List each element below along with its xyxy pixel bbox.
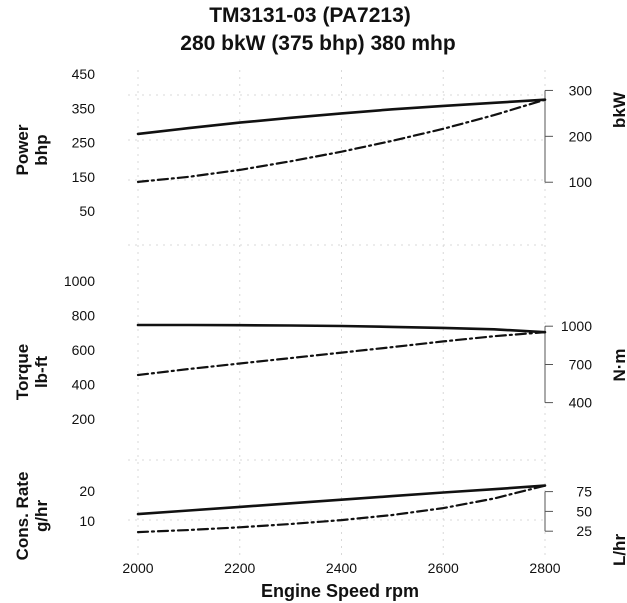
torque-ylabel-line2: lb-ft (32, 356, 51, 388)
power-left-tick-2: 250 (72, 135, 96, 151)
torque-left-tick-4: 200 (72, 411, 96, 427)
cons-left-tick-1: 10 (79, 513, 95, 529)
power-series-dashdot-line (136, 98, 547, 183)
torque-left-tick-2: 600 (72, 342, 96, 358)
x-tick-2: 2400 (326, 560, 357, 576)
power-ylabel-line2: bhp (32, 134, 51, 165)
power-right-tick-0: 300 (569, 82, 593, 98)
x-tick-1: 2200 (224, 560, 255, 576)
cons-right-tick-1: 50 (576, 503, 592, 519)
power-right-ticks: 300 200 100 (544, 82, 593, 190)
torque-left-tick-3: 400 (72, 377, 96, 393)
power-series-solid-line (136, 98, 547, 136)
torque-series (136, 323, 547, 377)
cons-series-solid-line (136, 484, 547, 516)
power-right-label: bkW (610, 91, 627, 128)
x-tick-0: 2000 (122, 560, 153, 576)
cons-right-ticks: 75 50 25 (544, 484, 592, 539)
power-series (136, 98, 547, 183)
power-left-tick-3: 150 (72, 169, 96, 185)
torque-right-tick-2: 400 (569, 395, 593, 411)
torque-right-tick-0: 1000 (561, 318, 592, 334)
torque-left-tick-0: 1000 (64, 273, 95, 289)
torque-series-dashdot-line (136, 331, 547, 377)
x-axis-label: Engine Speed rpm (261, 581, 419, 601)
power-right-tick-1: 200 (569, 128, 593, 144)
power-left-tick-0: 450 (72, 66, 96, 82)
torque-right-ticks: 1000 700 400 (544, 318, 593, 411)
chart-subtitle: 280 bkW (375 bhp) 380 mhp (180, 32, 455, 55)
torque-right-label: N·m (610, 348, 627, 381)
power-left-tick-4: 50 (79, 203, 95, 219)
x-tick-4: 2800 (529, 560, 560, 576)
power-right-tick-2: 100 (569, 174, 593, 190)
torque-right-tick-1: 700 (569, 356, 593, 372)
torque-left-tick-1: 800 (72, 308, 96, 324)
power-left-ticks: 450 350 250 150 50 (72, 66, 96, 219)
x-tick-3: 2600 (428, 560, 459, 576)
cons-right-label: L/hr (610, 534, 627, 566)
torque-series-solid-line (136, 323, 547, 334)
power-left-tick-1: 350 (72, 100, 96, 116)
chart-title: TM3131-03 (PA7213) (209, 4, 411, 27)
cons-series-dashdot-line (136, 484, 547, 534)
cons-right-tick-0: 75 (576, 484, 592, 500)
power-ylabel-line1: Power (13, 124, 32, 175)
x-axis-ticks: 2000 2200 2400 2600 2800 (122, 560, 560, 576)
cons-ylabel-line1: Cons. Rate (13, 472, 32, 561)
grid (128, 70, 546, 555)
cons-right-tick-2: 25 (576, 523, 592, 539)
torque-left-ticks: 1000 800 600 400 200 (64, 273, 95, 427)
cons-series (136, 484, 547, 534)
torque-ylabel-line1: Torque (13, 344, 32, 400)
cons-left-tick-0: 20 (79, 483, 95, 499)
cons-ylabel-line2: g/hr (32, 500, 51, 532)
